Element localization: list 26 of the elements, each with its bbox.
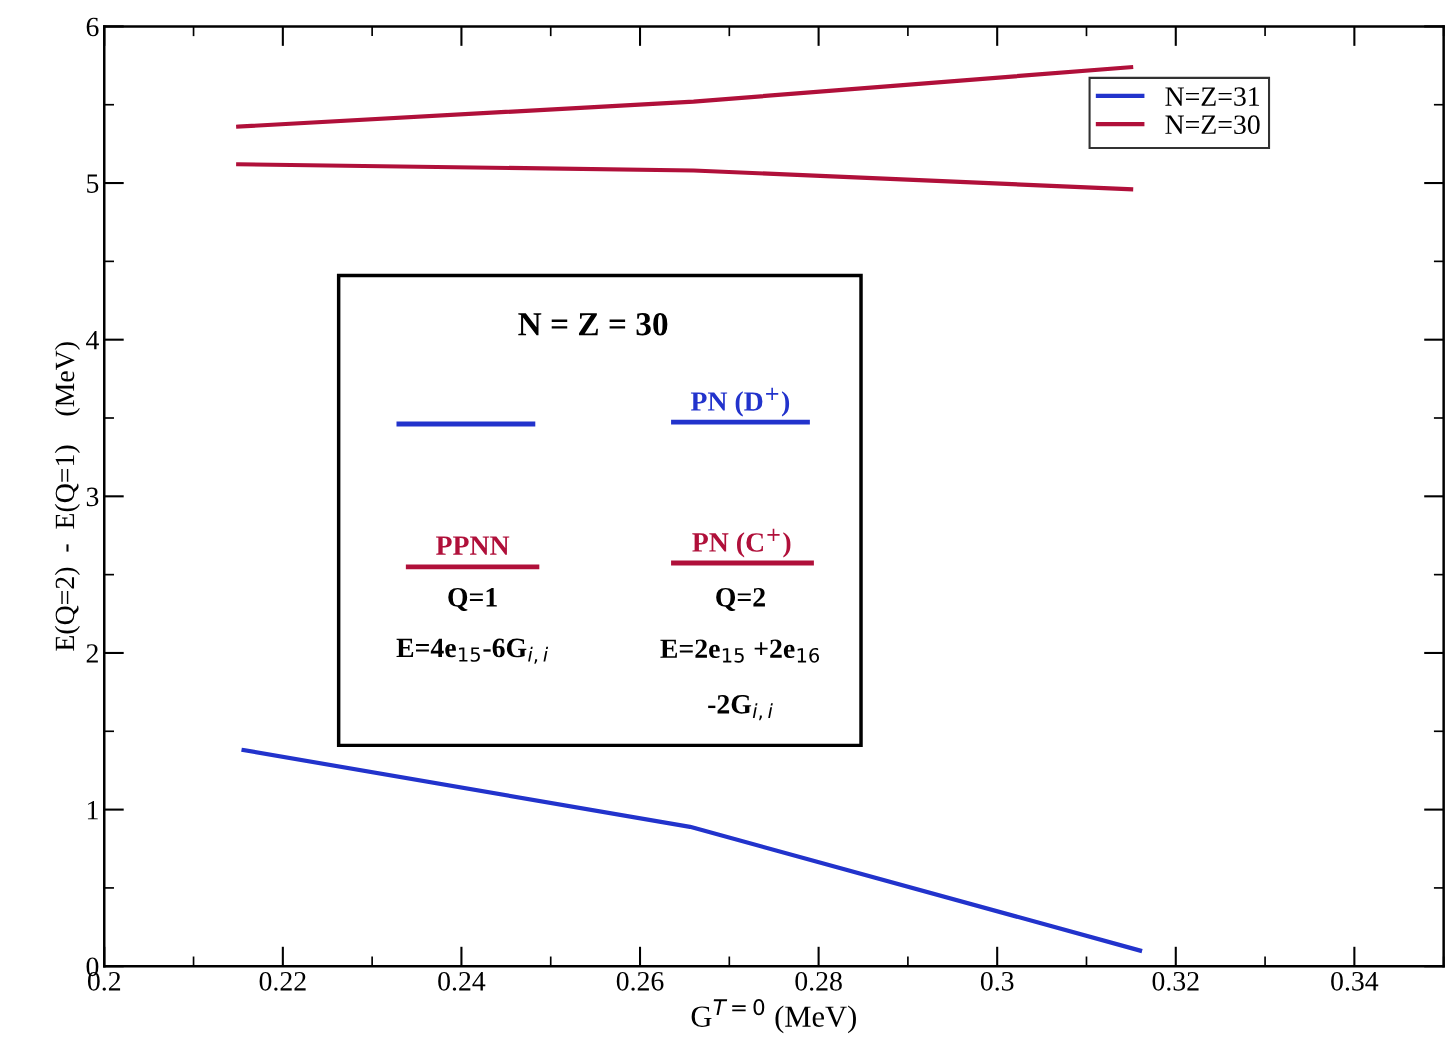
x-tick-label: 0.22 [259,971,306,991]
annotation: -2G$_{i,i}$ [708,695,773,721]
y-tick-label: 4 [86,331,99,350]
y-tick-label: 3 [86,487,99,507]
x-tick-label: 0.34 [1331,971,1379,991]
annotation: N = Z = 30 [518,313,668,336]
annotation: E=2e$_{15}$ +2e$_{16}$ [660,639,820,663]
annotation: PN (C$^{+}$) [692,528,791,558]
x-tick-label: 0.3 [980,971,1014,991]
x-tick-label: 0.24 [438,971,486,991]
y-tick-label: 6 [86,17,99,37]
x-tick-label: 0.28 [795,971,842,991]
legend-label: N=Z=30 [1165,115,1260,135]
annotation: PN (D$^{+}$) [690,387,790,417]
x-tick-label: 0.32 [1152,971,1199,991]
annotation: PPNN [436,536,510,555]
x-tick-label: 0.26 [616,971,664,991]
annotation: Q=1 [448,587,497,611]
x-axis-title: G$^{T=0}$ (MeV) [691,999,856,1034]
y-tick-label: 1 [87,800,98,820]
annotation: Q=2 [716,587,765,611]
legend-label: N=Z=31 [1165,87,1260,106]
y-axis-title: E(Q=2) - E(Q=1) (MeV) [54,342,80,651]
y-tick-label: 2 [86,644,98,663]
y-tick-label: 5 [87,174,99,193]
annotation: E=4e$_{15}$-6G$_{i,i}$ [396,638,549,664]
